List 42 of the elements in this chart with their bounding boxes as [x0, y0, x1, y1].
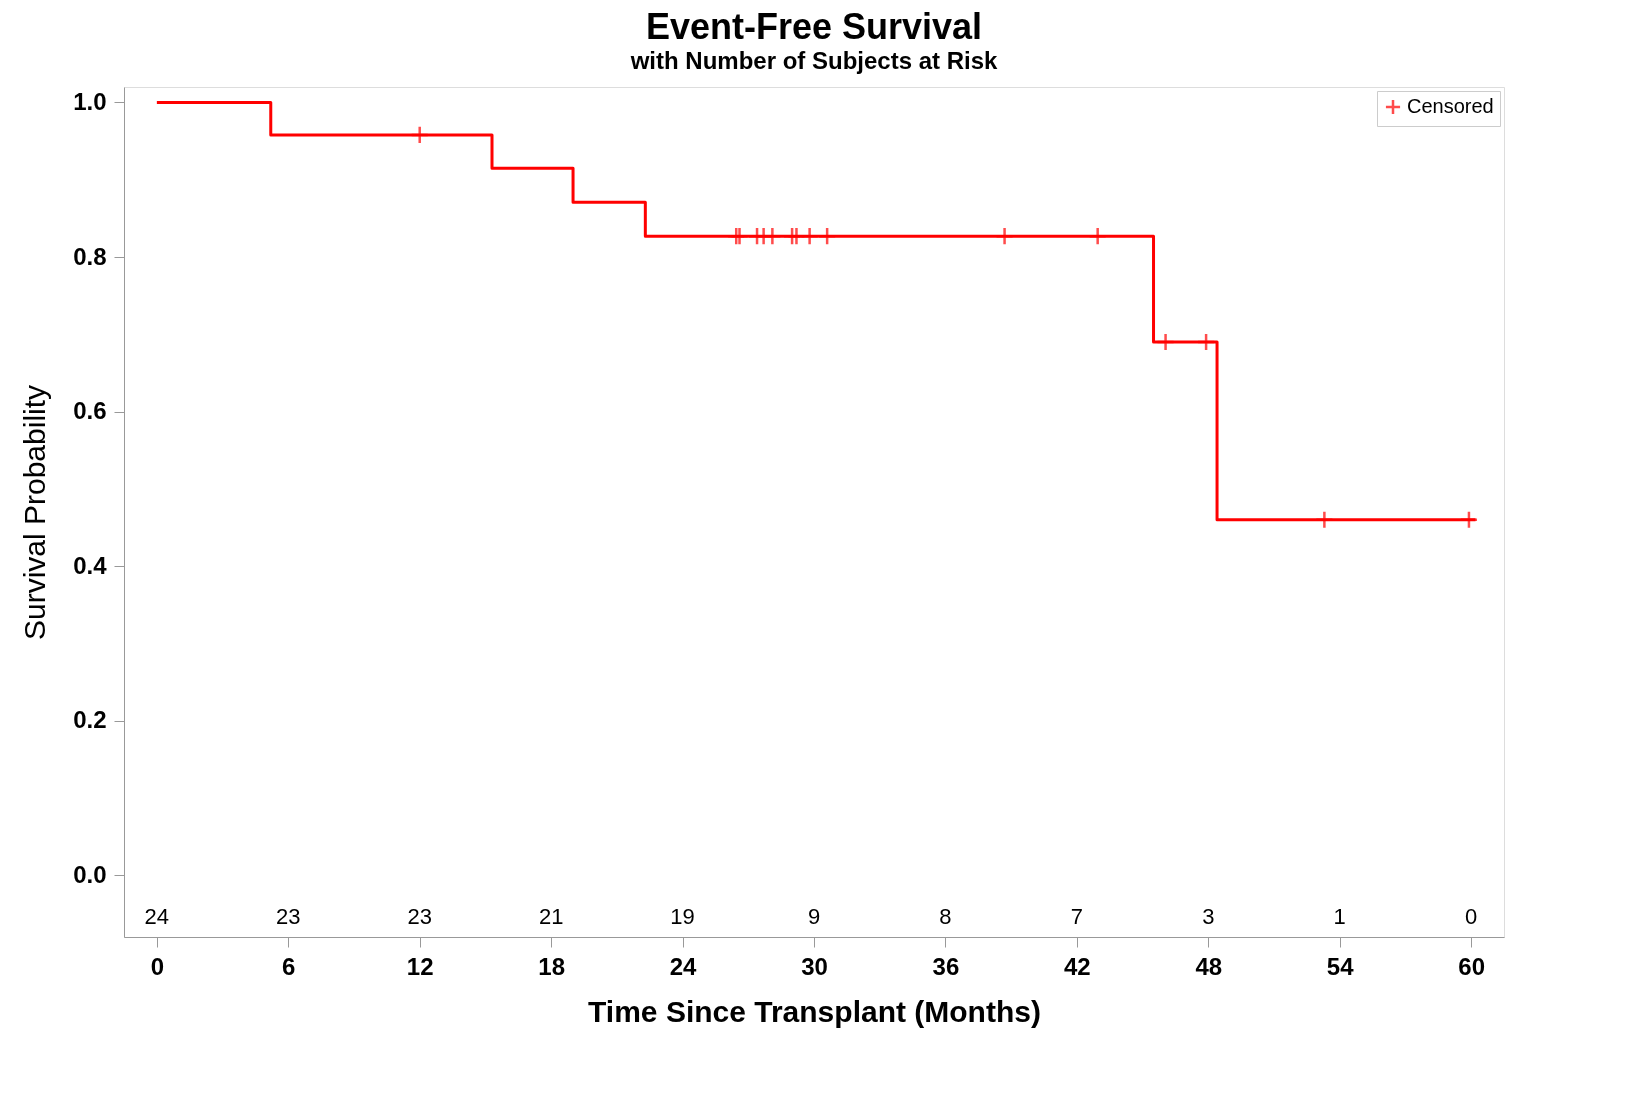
annotation: 9	[807, 904, 821, 929]
x-tick-label: 42	[1064, 952, 1091, 980]
x-tick-label: 36	[932, 952, 960, 980]
chart-title: Event-Free Survival	[645, 6, 983, 47]
annotation: 24	[144, 904, 170, 929]
annotation: 7	[1070, 904, 1083, 929]
annotation: 8	[939, 904, 952, 929]
annotation: 1	[1333, 904, 1346, 929]
annotation: 21	[538, 904, 564, 929]
point	[410, 125, 430, 145]
y-tick-label: 0.4	[73, 551, 108, 579]
point	[763, 226, 782, 246]
annotation: 23	[407, 904, 432, 929]
y-tick-label: 0.8	[73, 242, 107, 270]
x-axis-title: Time Since Transplant (Months)	[588, 994, 1041, 1028]
y-tick-label: 0.0	[73, 860, 107, 888]
point	[995, 226, 1014, 246]
x-tick-label: 24	[669, 952, 698, 980]
x-tick-label: 0	[150, 952, 165, 980]
point	[1196, 332, 1216, 352]
annotation: 19	[670, 904, 695, 929]
x-tick-label: 18	[538, 952, 565, 980]
point	[1088, 226, 1107, 246]
x-tick-label: 48	[1195, 952, 1223, 980]
point	[800, 226, 819, 246]
point	[1156, 332, 1175, 352]
y-axis-title: Survival Probability	[18, 384, 52, 641]
x-tick-label: 54	[1326, 952, 1355, 980]
chart-subtitle: with Number of Subjects at Risk	[629, 47, 999, 74]
y-tick-label: 1.0	[73, 87, 107, 115]
annotation: 23	[276, 904, 301, 929]
annotation: 0	[1465, 904, 1478, 929]
x-tick-label: 6	[282, 952, 296, 980]
x-tick-label: 12	[406, 952, 434, 980]
point	[1315, 510, 1334, 530]
y-tick-label: 0.6	[73, 397, 107, 425]
annotation: 3	[1202, 904, 1215, 929]
x-tick-label: 30	[801, 952, 828, 980]
x-tick-label: 60	[1458, 952, 1485, 980]
y-tick-label: 0.2	[73, 706, 107, 734]
point	[817, 226, 837, 246]
legend-label: Censored	[1407, 95, 1494, 117]
